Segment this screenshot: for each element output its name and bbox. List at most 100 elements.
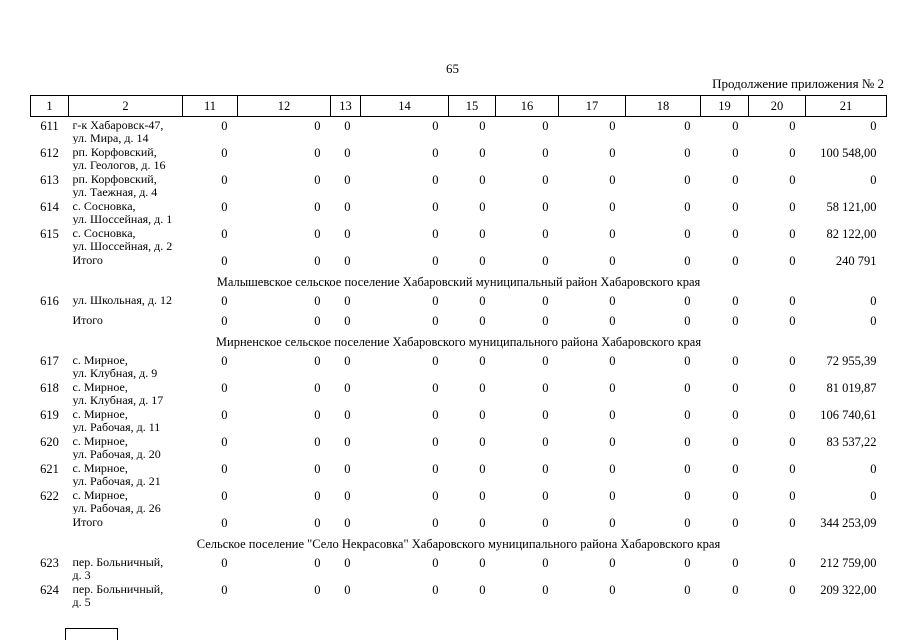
row-address: с. Сосновка, ул. Шоссейная, д. 2: [72, 226, 173, 252]
total-row: Итого 0 0 0 0 0 0 0 0 0 0 0: [31, 312, 887, 332]
row-number: 624: [40, 583, 59, 597]
cell-value: 0: [609, 435, 616, 449]
row-number: 612: [40, 146, 59, 160]
cell-value: 0: [732, 173, 739, 187]
data-table: 1 2 11 12 13 14 15 16 17 18 19 20 21 611 г-к Хабаровс…: [30, 95, 887, 608]
cell-value: 0: [609, 583, 616, 597]
cell-value: 0: [609, 146, 616, 160]
cell-value: 0: [542, 583, 549, 597]
cell-value: 0: [684, 173, 691, 187]
cell-value: 0: [789, 381, 796, 395]
cell-value: 0: [432, 254, 439, 268]
cell-value: 0: [684, 556, 691, 570]
column-header: 18: [625, 95, 701, 117]
row-number: 618: [40, 381, 59, 395]
row-address: с. Мирное, ул. Клубная, д. 9: [72, 353, 158, 379]
cell-value: 0: [789, 254, 796, 268]
cell-value: 0: [609, 119, 616, 133]
cell-value: 0: [314, 583, 321, 597]
row-number: 615: [40, 227, 59, 241]
cell-value: 0: [542, 173, 549, 187]
cell-value: 0: [432, 354, 439, 368]
table-row: 620 с. Мирное, ул. Рабочая, д. 20 0 0 0 0 0 0 0 0…: [31, 433, 887, 460]
cell-value: 0: [684, 516, 691, 530]
cell-value: 0: [542, 489, 549, 503]
row-address: с. Мирное, ул. Рабочая, д. 20: [72, 434, 161, 460]
cell-value: 0: [479, 435, 486, 449]
cell-value: 0: [609, 381, 616, 395]
row-number: [31, 252, 69, 272]
column-header: 11: [182, 95, 238, 117]
cell-value: 0: [542, 354, 549, 368]
cell-value: 0: [870, 173, 877, 187]
table-row: 612 рп. Корфовский, ул. Геологов, д. 16 0 0…: [31, 144, 887, 171]
table-row: 614 с. Сосновка, ул. Шоссейная, д. 1 0 0 0 0 0…: [31, 198, 887, 225]
row-address: г-к Хабаровск-47, ул. Мира, д. 14: [72, 118, 164, 144]
cell-value: 0: [609, 173, 616, 187]
cell-value: 0: [314, 314, 321, 328]
cell-value: 0: [221, 556, 228, 570]
cell-value: 0: [789, 583, 796, 597]
cell-value: 0: [789, 354, 796, 368]
cell-value: 0: [432, 516, 439, 530]
cell-value: 0: [479, 227, 486, 241]
cell-value: 0: [870, 119, 877, 133]
cell-value: 0: [732, 462, 739, 476]
cell-value: 0: [221, 516, 228, 530]
cell-value: 0: [314, 462, 321, 476]
cell-value: 0: [432, 381, 439, 395]
column-header: 14: [360, 95, 449, 117]
cell-value: 0: [432, 462, 439, 476]
cell-value: 0: [609, 254, 616, 268]
cell-value: 209 322,00: [820, 583, 877, 597]
cell-value: 0: [221, 294, 228, 308]
cell-value: 0: [732, 314, 739, 328]
row-number: 613: [40, 173, 59, 187]
cell-value: 0: [609, 489, 616, 503]
section-title: Сельское поселение "Село Некрасовка" Хаб…: [196, 537, 721, 551]
cell-value: 0: [684, 408, 691, 422]
row-number: 611: [40, 119, 59, 133]
column-header: 15: [448, 95, 496, 117]
cell-value: 0: [542, 254, 549, 268]
cell-value: 0: [344, 408, 351, 422]
cell-value: 0: [344, 227, 351, 241]
cell-value: 0: [609, 314, 616, 328]
continuation-label: Продолжение приложения № 2: [712, 76, 884, 91]
section-title: Мирненское сельское поселение Хабаровско…: [215, 335, 702, 349]
row-address: рп. Корфовский, ул. Таежная, д. 4: [72, 172, 158, 198]
cell-value: 0: [609, 227, 616, 241]
cell-value: 0: [542, 435, 549, 449]
next-page-table-fragment: [65, 628, 118, 640]
cell-value: 0: [432, 556, 439, 570]
cell-value: 0: [344, 173, 351, 187]
row-number: 620: [40, 435, 59, 449]
cell-value: 0: [344, 435, 351, 449]
total-label: Итого: [72, 313, 103, 327]
cell-value: 0: [479, 489, 486, 503]
cell-value: 0: [221, 381, 228, 395]
cell-value: 0: [542, 381, 549, 395]
cell-value: 0: [732, 516, 739, 530]
page-number: 65: [446, 61, 459, 76]
cell-value: 0: [479, 583, 486, 597]
cell-value: 0: [314, 254, 321, 268]
cell-value: 0: [479, 254, 486, 268]
cell-value: 0: [314, 516, 321, 530]
cell-value: 0: [542, 556, 549, 570]
cell-value: 0: [344, 556, 351, 570]
section-row: Малышевское сельское поселение Хабаровск…: [31, 272, 887, 292]
cell-value: 0: [479, 173, 486, 187]
section-title: Малышевское сельское поселение Хабаровск…: [216, 275, 701, 289]
cell-value: 0: [609, 516, 616, 530]
cell-value: 0: [344, 381, 351, 395]
row-address: ул. Школьная, д. 12: [72, 293, 172, 307]
cell-value: 0: [789, 227, 796, 241]
cell-value: 0: [732, 227, 739, 241]
cell-value: 0: [732, 408, 739, 422]
cell-value: 0: [609, 200, 616, 214]
table-row: 622 с. Мирное, ул. Рабочая, д. 26 0 0 0 0 0 0 0 0…: [31, 487, 887, 514]
cell-value: 0: [314, 381, 321, 395]
column-header: 21: [805, 95, 887, 117]
